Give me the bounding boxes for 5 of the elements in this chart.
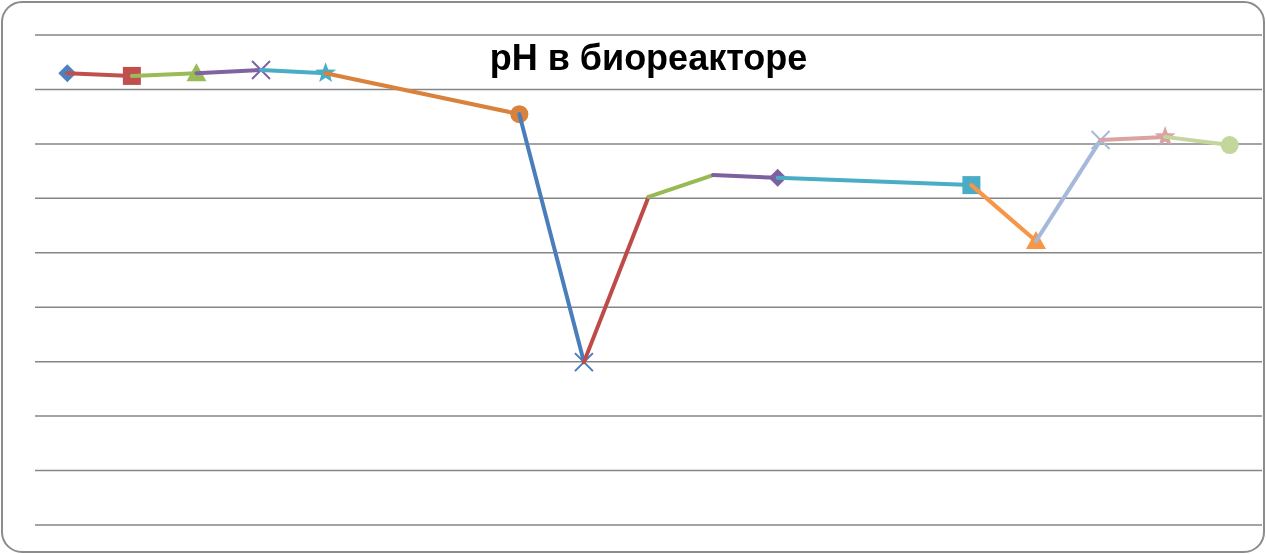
point — [251, 60, 272, 80]
point — [1220, 136, 1239, 155]
point — [1090, 130, 1111, 151]
point — [573, 352, 594, 373]
chart-title: pH в биореакторе — [489, 37, 808, 78]
